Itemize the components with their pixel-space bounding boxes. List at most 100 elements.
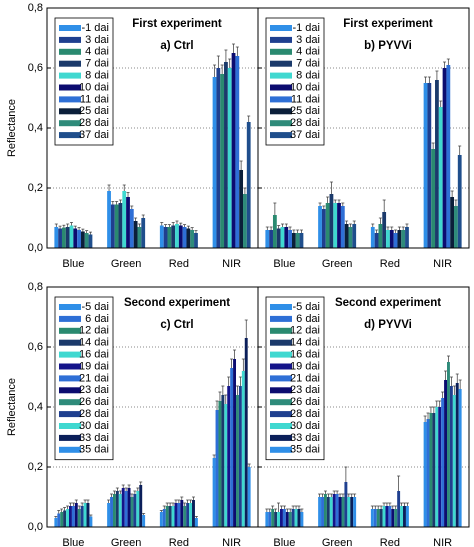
bar [66, 509, 69, 527]
legend-label: 35 dai [79, 444, 109, 456]
bar [171, 506, 175, 527]
legend-swatch [59, 315, 81, 322]
legend-label: 28 dai [79, 117, 109, 129]
bar [216, 68, 221, 248]
bar [114, 204, 119, 248]
bar [271, 509, 275, 527]
bar [291, 233, 296, 248]
legend-label: 21 dai [290, 372, 320, 384]
y-axis-label: Reflectance [6, 378, 18, 436]
bar [350, 497, 354, 527]
bar [432, 413, 436, 527]
legend-swatch [270, 96, 292, 103]
bar [174, 503, 178, 527]
legend-swatch [59, 363, 81, 370]
bar [299, 233, 304, 248]
bar [326, 497, 330, 527]
bar [227, 68, 232, 248]
x-tick-label: Red [380, 258, 400, 270]
bar [57, 513, 61, 527]
legend-label: 16 dai [290, 349, 320, 361]
bar [291, 509, 295, 527]
legend-label: 37 dai [290, 129, 320, 141]
bar [178, 225, 183, 248]
bar [244, 338, 248, 527]
bar [403, 506, 406, 527]
bar [405, 227, 409, 248]
legend-label: 11 dai [291, 93, 320, 105]
bar [127, 488, 131, 527]
legend-swatch [59, 423, 81, 429]
legend-label: 28 dai [290, 117, 320, 129]
bar [276, 228, 281, 248]
bar [300, 512, 304, 527]
bar [58, 228, 62, 248]
bar [376, 509, 380, 527]
x-tick-label: NIR [222, 537, 241, 547]
legend-label: 33 dai [290, 432, 320, 444]
x-tick-label: Red [380, 537, 400, 547]
bar [340, 206, 345, 248]
bar [89, 516, 93, 527]
legend-swatch [270, 132, 292, 139]
bar [83, 503, 87, 527]
legend-label: 21 dai [79, 372, 109, 384]
bar [348, 227, 353, 248]
legend-label: -1 dai [292, 22, 320, 34]
legend-label: 30 dai [79, 420, 109, 432]
bar [220, 74, 225, 248]
legend-label: 26 dai [79, 396, 109, 408]
panel-subtitle: c) Ctrl [160, 319, 193, 331]
legend-swatch [59, 304, 81, 310]
legend-swatch [59, 387, 81, 394]
bar [221, 395, 225, 527]
bar [183, 506, 187, 527]
legend-swatch [270, 327, 292, 334]
bar [265, 230, 270, 248]
bar [321, 497, 324, 527]
bar [389, 230, 394, 248]
bar [446, 65, 451, 248]
bar [112, 494, 116, 527]
legend-label: 4 dai [85, 46, 109, 58]
bar [280, 227, 285, 248]
legend-label: 25 dai [79, 105, 109, 117]
legend-swatch [59, 434, 81, 441]
bar [130, 497, 134, 527]
x-tick-label: Red [169, 258, 189, 270]
bar [236, 395, 239, 527]
legend-swatch [59, 327, 81, 334]
legend-label: 14 dai [79, 337, 109, 349]
bar [323, 494, 327, 527]
bar [115, 491, 119, 527]
legend-swatch [59, 108, 81, 115]
legend-swatch [270, 36, 292, 43]
y-tick-label: 0,2 [28, 461, 43, 473]
bar [352, 224, 357, 248]
legend-swatch [270, 84, 292, 91]
y-tick-label: 0,8 [28, 281, 43, 293]
x-tick-label: Green [111, 258, 142, 270]
bar [63, 510, 67, 527]
legend-swatch [59, 60, 81, 67]
y-tick-label: 0,2 [28, 182, 43, 194]
legend-swatch [59, 339, 81, 346]
legend-swatch [270, 434, 292, 441]
bar [162, 509, 166, 527]
x-tick-label: Green [322, 537, 353, 547]
bar [341, 497, 345, 527]
bar [243, 194, 247, 248]
legend-swatch [270, 25, 292, 31]
legend-label: 14 dai [290, 337, 320, 349]
legend-label: -5 dai [292, 301, 320, 313]
bar [142, 515, 146, 527]
legend-label: 25 dai [290, 105, 320, 117]
bar [110, 204, 115, 248]
legend-swatch [59, 120, 81, 127]
legend-label: -5 dai [81, 301, 109, 313]
y-tick-label: 0,4 [28, 122, 43, 134]
y-tick-label: 0,6 [28, 62, 43, 74]
legend-swatch [270, 423, 292, 429]
bar [279, 509, 283, 527]
